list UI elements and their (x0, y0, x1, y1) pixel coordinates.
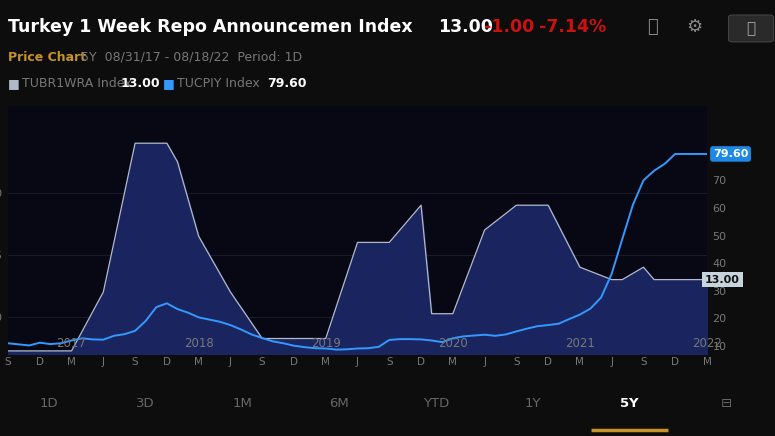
Text: 2017: 2017 (57, 337, 87, 350)
Text: Turkey 1 Week Repo Announcemen Index: Turkey 1 Week Repo Announcemen Index (8, 18, 412, 36)
Text: YTD: YTD (423, 397, 449, 410)
Text: 13.00: 13.00 (120, 77, 160, 90)
Text: 3D: 3D (136, 397, 155, 410)
Text: 1M: 1M (232, 397, 252, 410)
Text: 2022: 2022 (692, 337, 722, 350)
Text: 2018: 2018 (184, 337, 213, 350)
Text: ⤢: ⤢ (746, 21, 756, 36)
Text: -7.14%: -7.14% (539, 18, 606, 36)
Text: 79.60: 79.60 (713, 149, 748, 159)
Text: 79.60: 79.60 (267, 77, 307, 90)
Text: -1.00: -1.00 (484, 18, 535, 36)
Text: TUCPIY Index: TUCPIY Index (177, 77, 260, 90)
Text: ⚙: ⚙ (686, 18, 702, 36)
Text: ⌕: ⌕ (647, 18, 658, 36)
Text: 13.00: 13.00 (705, 275, 740, 285)
Text: ⊟: ⊟ (721, 397, 732, 410)
Text: 1D: 1D (39, 397, 58, 410)
Text: ■: ■ (163, 77, 174, 90)
Text: 5Y  08/31/17 - 08/18/22  Period: 1D: 5Y 08/31/17 - 08/18/22 Period: 1D (81, 51, 302, 64)
Text: 5Y: 5Y (620, 397, 639, 410)
Text: TUBR1WRA Index: TUBR1WRA Index (22, 77, 131, 90)
Text: 13.00: 13.00 (438, 18, 493, 36)
Text: 1Y: 1Y (525, 397, 541, 410)
Text: ■: ■ (8, 77, 19, 90)
Text: 6M: 6M (329, 397, 349, 410)
Text: Price Chart: Price Chart (8, 51, 86, 64)
Text: 2019: 2019 (311, 337, 341, 350)
Text: 2020: 2020 (438, 337, 467, 350)
Text: 2021: 2021 (565, 337, 595, 350)
